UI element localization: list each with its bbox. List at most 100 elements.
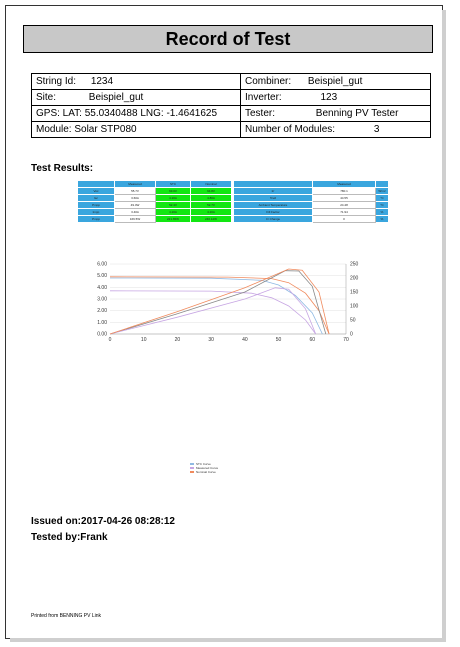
modules-count-value: 3 (373, 124, 380, 135)
result-stc: 4.20A (155, 208, 191, 216)
x-tick-label: 10 (141, 337, 147, 343)
y-left-tick-label: 5.00 (97, 273, 107, 279)
y-right-tick-label: 250 (350, 262, 359, 268)
results-table: Measured STC Nominal Voc 55.7V 63.0V 64.… (77, 180, 232, 223)
table-row: Tcell 44.55 °C (233, 194, 389, 202)
env-header-row: Measured (233, 180, 389, 188)
x-tick-label: 40 (242, 337, 248, 343)
env-name: Ambient Temperature (233, 201, 313, 209)
x-tick-label: 20 (175, 337, 181, 343)
iv-curve-line (109, 277, 323, 335)
modules-count-cell: Number of Modules: 3 (240, 121, 431, 138)
table-row: Fill Factor 71.94 % (233, 208, 389, 216)
inverter-cell: Inverter: 123 (240, 89, 431, 106)
result-name: Pmpp (77, 215, 115, 223)
table-row: Irr 780.1 W/m² (233, 187, 389, 195)
legend-label: Nominal Curve (196, 470, 216, 474)
env-unit: W/m² (375, 187, 389, 195)
result-nominal: 52.7V (190, 201, 232, 209)
environment-table: Measured Irr 780.1 W/m² Tcell 44.55 °C A… (233, 180, 389, 223)
legend-item-measured: Measured Curve (190, 466, 218, 470)
result-stc: 221.65W (155, 215, 191, 223)
iv-curve-chart: 0.001.002.003.004.005.006.00050100150200… (97, 262, 359, 344)
results-header-empty (77, 180, 115, 188)
power-curve-line (109, 287, 317, 335)
table-row: Irr Change 0 % (233, 215, 389, 223)
document-title: Record of Test (23, 25, 433, 53)
result-stc: 63.0V (155, 187, 191, 195)
results-header-nominal: Nominal (190, 180, 232, 188)
table-row: Impp 3.40A 4.20A 4.20A (77, 208, 232, 216)
legend-swatch-nominal (190, 471, 194, 473)
tester-value: Benning PV Tester (315, 108, 399, 119)
inverter-label: Inverter: (245, 92, 282, 103)
power-curve-line (109, 270, 327, 335)
site-cell: Site: Beispiel_gut (31, 89, 241, 106)
env-name: Fill Factor (233, 208, 313, 216)
result-nominal: 64.8V (190, 187, 232, 195)
site-label: Site: (36, 92, 57, 103)
results-header-row: Measured STC Nominal (77, 180, 232, 188)
table-row: Voc 55.7V 63.0V 64.8V (77, 187, 232, 195)
env-name: Irr (233, 187, 313, 195)
x-tick-label: 30 (208, 337, 214, 343)
result-stc: 4.20A (155, 194, 191, 202)
result-measured: 49.4W (114, 201, 156, 209)
modules-count-label: Number of Modules: (245, 124, 336, 135)
x-tick-label: 50 (276, 337, 282, 343)
tested-by: Tested by:Frank (31, 532, 108, 543)
env-header-empty (233, 180, 313, 188)
tester-label: Tester: (245, 108, 276, 119)
iv-curve-line (109, 290, 317, 335)
legend-item-stc: STC Curve (190, 462, 218, 466)
string-id-cell: String Id: 1234 (31, 73, 241, 90)
legend-label: STC Curve (196, 462, 211, 466)
env-unit: °C (375, 201, 389, 209)
y-left-tick-label: 2.00 (97, 308, 107, 314)
y-left-tick-label: 4.00 (97, 285, 107, 291)
tester-cell: Tester: Benning PV Tester (240, 105, 431, 122)
env-unit: % (375, 208, 389, 216)
module-cell: Module: Solar STP080 (31, 121, 241, 138)
results-heading: Test Results: (31, 163, 94, 174)
result-measured: 3.60A (114, 194, 156, 202)
result-name: Voc (77, 187, 115, 195)
legend-item-nominal: Nominal Curve (190, 470, 218, 474)
result-measured: 55.7V (114, 187, 156, 195)
y-right-tick-label: 100 (350, 304, 359, 310)
result-measured: 3.40A (114, 208, 156, 216)
env-value: 780.1 (312, 187, 376, 195)
y-left-tick-label: 6.00 (97, 262, 107, 268)
result-stc: 52.4V (155, 201, 191, 209)
x-tick-label: 60 (310, 337, 316, 343)
env-name: Tcell (233, 194, 313, 202)
results-header-measured: Measured (114, 180, 156, 188)
string-id-label: String Id: (36, 76, 77, 87)
page-shadow-right (442, 10, 446, 639)
env-value: 71.94 (312, 208, 376, 216)
footer-note: Printed from BENNING PV Link (31, 613, 102, 619)
y-left-tick-label: 3.00 (97, 297, 107, 303)
env-unit: °C (375, 194, 389, 202)
y-right-tick-label: 0 (350, 332, 353, 338)
info-table: String Id: 1234 Combiner: Beispiel_gut S… (31, 73, 431, 138)
legend-label: Measured Curve (196, 466, 219, 470)
y-right-tick-label: 200 (350, 276, 359, 282)
result-name: Impp (77, 208, 115, 216)
y-right-tick-label: 150 (350, 290, 359, 296)
y-right-tick-label: 50 (350, 318, 356, 324)
x-tick-label: 0 (109, 337, 112, 343)
y-left-tick-label: 0.00 (97, 332, 107, 338)
result-nominal: 4.80A (190, 194, 232, 202)
legend-swatch-stc (190, 463, 194, 465)
env-name: Irr Change (233, 215, 313, 223)
y-left-tick-label: 1.00 (97, 320, 107, 326)
legend-swatch-measured (190, 467, 194, 469)
result-nominal: 4.20A (190, 208, 232, 216)
x-tick-label: 70 (343, 337, 349, 343)
combiner-value: Beispiel_gut (307, 76, 363, 87)
table-row: Pmpp 49.4W 52.4V 52.7V (77, 201, 232, 209)
result-measured: 169.5W (114, 215, 156, 223)
results-header-stc: STC (155, 180, 191, 188)
table-row: Isc 3.60A 4.20A 4.80A (77, 194, 232, 202)
